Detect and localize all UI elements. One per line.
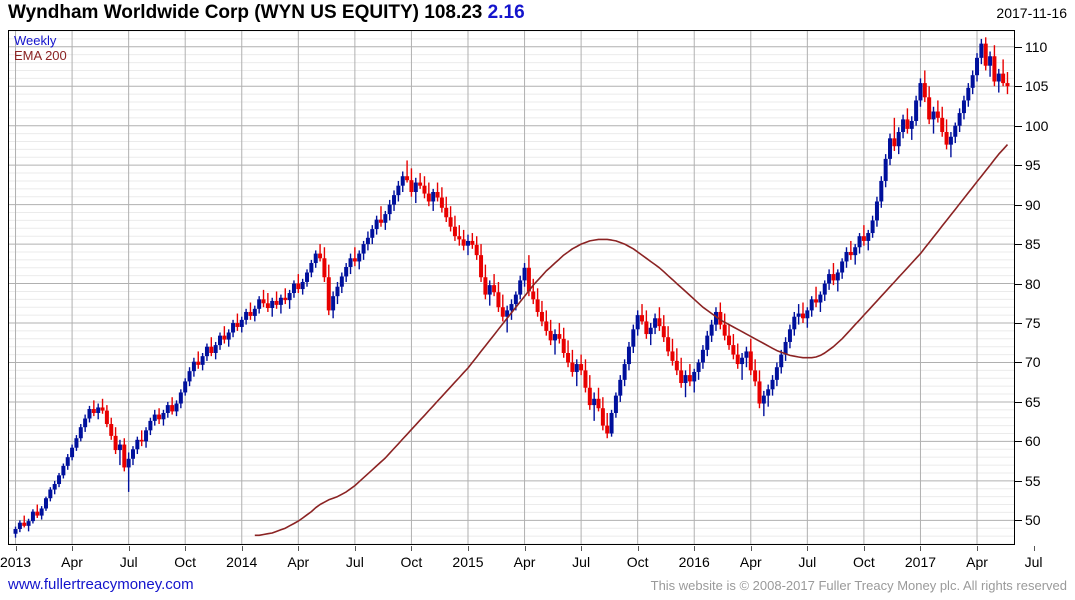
y-axis-tick: [1015, 86, 1022, 88]
y-axis-label: 85: [1025, 236, 1041, 253]
y-axis-tick: [1015, 520, 1022, 522]
y-axis-label: 65: [1025, 393, 1041, 410]
y-axis-tick: [1015, 204, 1022, 206]
y-axis-tick: [1015, 283, 1022, 285]
price-change: 2.16: [487, 2, 525, 23]
site-url[interactable]: www.fullertreacymoney.com: [8, 576, 194, 593]
x-axis: 2013 Apr Jul Oct 2014 Apr Jul Oct 2015 Apr Jul Oct 2…: [0, 546, 1043, 572]
x-axis-label: Apr: [739, 554, 762, 570]
x-axis-label: Oct: [853, 554, 875, 570]
y-axis-label: 70: [1025, 354, 1041, 371]
x-axis-label: Jul: [572, 554, 591, 570]
legend-ema: EMA 200: [14, 48, 67, 63]
y-axis-tick: [1015, 244, 1022, 246]
chart-legend: Weekly EMA 200: [14, 33, 67, 63]
x-axis-tick: [354, 546, 356, 551]
y-axis-tick: [1015, 441, 1022, 443]
chart-header: Wyndham Worldwide Corp (WYN US EQUITY) 1…: [0, 0, 1075, 28]
x-axis-label: Apr: [966, 554, 988, 570]
y-axis-label: 75: [1025, 315, 1041, 331]
x-axis-tick: [467, 546, 469, 551]
page-title: Wyndham Worldwide Corp (WYN US EQUITY) 1…: [8, 2, 525, 24]
x-axis-label: 2016: [678, 554, 710, 570]
grid-layer: [9, 31, 1014, 544]
legend-interval: Weekly: [14, 33, 57, 48]
x-axis-tick: [977, 546, 979, 551]
x-axis-label: Oct: [174, 554, 197, 570]
x-axis-label: 2014: [226, 554, 258, 570]
y-axis-label: 95: [1025, 157, 1041, 174]
x-axis-label: Jul: [345, 554, 364, 570]
plot-area: [9, 31, 1014, 544]
y-axis-label: 100: [1025, 117, 1049, 134]
x-axis-tick: [128, 546, 130, 551]
instrument-name: Wyndham Worldwide Corp (WYN US EQUITY): [8, 2, 419, 23]
x-axis-label: 2017: [904, 554, 937, 570]
last-price: 108.23: [424, 2, 483, 23]
chart-footer: www.fullertreacymoney.com This website i…: [0, 574, 1075, 600]
y-axis-label: 110: [1025, 38, 1048, 55]
y-axis-tick: [1015, 401, 1022, 403]
x-axis-tick: [581, 546, 583, 551]
y-axis-label: 90: [1025, 196, 1041, 213]
y-axis-label: 50: [1025, 512, 1041, 529]
x-axis-tick: [411, 546, 413, 551]
x-axis-tick: [807, 546, 809, 551]
y-axis-tick: [1015, 125, 1022, 127]
x-axis-tick: [241, 546, 243, 551]
x-axis-label: Jul: [119, 554, 138, 570]
price-chart[interactable]: Weekly EMA 200: [8, 30, 1015, 545]
y-axis-tick: [1015, 362, 1022, 364]
y-axis-label: 60: [1025, 433, 1041, 450]
x-axis-tick: [185, 546, 187, 551]
y-axis-tick: [1015, 480, 1022, 482]
x-axis-tick: [637, 546, 639, 551]
as-of-date: 2017-11-16: [996, 5, 1067, 21]
y-axis-label: 105: [1025, 78, 1049, 95]
y-axis: 50 55 60 65 70 75 80 85 90 95 100 105 110: [1015, 30, 1075, 545]
x-axis-tick: [524, 546, 526, 551]
data-layer: [13, 37, 1010, 538]
x-axis-tick: [694, 546, 696, 551]
y-axis-tick: [1015, 165, 1022, 167]
x-axis-label: Apr: [61, 554, 83, 570]
y-axis-tick: [1015, 323, 1022, 324]
x-axis-label: Apr: [513, 554, 536, 570]
x-axis-tick: [863, 546, 865, 551]
x-axis-tick: [298, 546, 300, 551]
x-axis-label: Apr: [287, 554, 310, 570]
x-axis-tick: [15, 546, 17, 551]
copyright-notice: This website is © 2008-2017 Fuller Treac…: [650, 578, 1067, 593]
y-axis-tick: [1015, 46, 1022, 48]
x-axis-label: Jul: [1024, 554, 1043, 570]
x-axis-tick: [750, 546, 752, 551]
x-axis-label: Oct: [400, 554, 423, 570]
x-axis-label: 2013: [0, 554, 32, 570]
x-axis-label: Jul: [798, 554, 817, 570]
x-axis-tick: [920, 546, 922, 551]
y-axis-label: 55: [1025, 472, 1041, 489]
x-axis-tick: [1033, 546, 1035, 551]
x-axis-label: 2015: [452, 554, 484, 570]
y-axis-label: 80: [1025, 275, 1041, 292]
x-axis-tick: [72, 546, 74, 551]
x-axis-label: Oct: [626, 554, 649, 570]
